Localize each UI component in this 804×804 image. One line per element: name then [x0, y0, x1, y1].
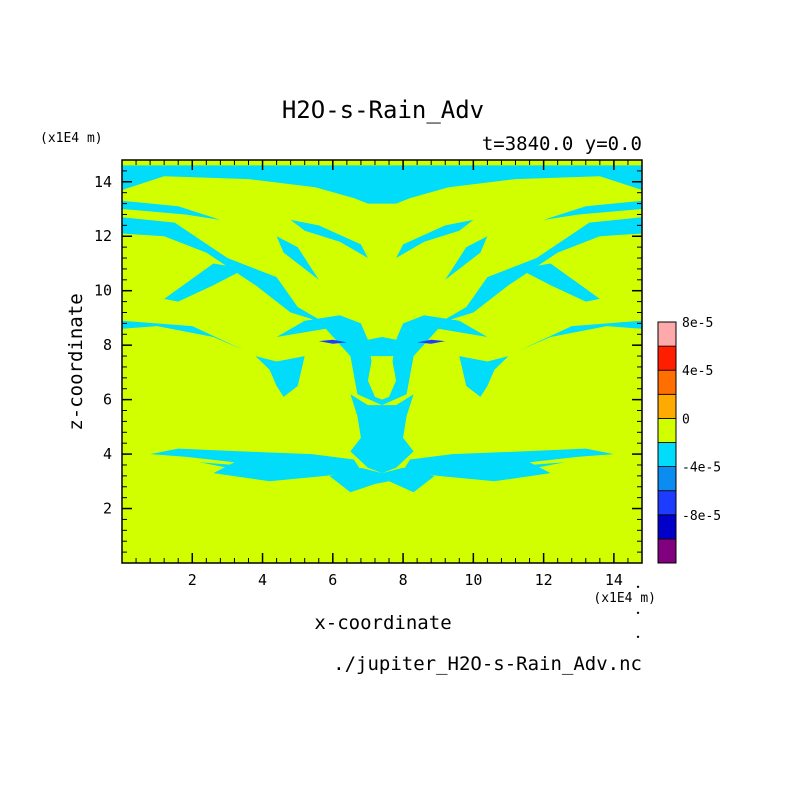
x-tick-label: 12: [535, 571, 553, 589]
negative-region: [339, 337, 425, 357]
negative-region: [480, 462, 565, 471]
y-unit-label: (x1E4 m): [40, 131, 103, 146]
negative-region: [199, 462, 284, 471]
negative-region: [459, 356, 509, 397]
plot-frame: [121, 159, 643, 564]
x-tick-label: 6: [328, 571, 337, 589]
y-tick-label: 12: [94, 227, 112, 245]
negative-region: [396, 219, 474, 258]
colorbar-label: 8e-5: [682, 316, 713, 331]
y-tick-label: 14: [94, 173, 112, 191]
x-axis-title: x-coordinate: [314, 612, 451, 634]
negative-region: [164, 263, 245, 302]
y-tick-label: 10: [94, 282, 112, 300]
y-tick-label: 6: [103, 391, 112, 409]
negative-region: [122, 200, 221, 220]
negative-region: [403, 448, 614, 482]
contour-regions: [122, 165, 642, 493]
axis-ticks: 2 4 6 8 10 12 14 2 4 6 8 10 12 14: [94, 160, 642, 589]
negative-region: [438, 217, 642, 324]
colorbar-swatch: [657, 490, 677, 516]
negative-region: [122, 217, 326, 324]
x-tick-label: 2: [188, 571, 197, 589]
colorbar-swatch: [657, 345, 677, 371]
negative-region: [276, 236, 319, 280]
colorbar-label: 0: [682, 412, 690, 427]
colorbar-swatch: [657, 321, 677, 347]
negative-region: [255, 356, 305, 397]
negative-region: [290, 219, 368, 258]
colorbar-swatch: [657, 417, 677, 443]
colorbar-swatch: [657, 393, 677, 419]
x-tick-label: 14: [605, 571, 623, 589]
y-axis-title: z-coordinate: [65, 293, 87, 430]
x-tick-label: 4: [258, 571, 267, 589]
plot-background: [122, 160, 642, 563]
colorbar-label: -8e-5: [682, 509, 721, 524]
colorbar-swatch: [657, 538, 677, 564]
negative-region: [445, 236, 488, 280]
negative-region: [122, 165, 642, 204]
colorbar-frame: [657, 321, 677, 564]
negative-region: [350, 394, 414, 474]
chart-title: H2O-s-Rain_Adv: [282, 96, 484, 124]
strong-negative-region: [417, 339, 446, 344]
negative-region: [150, 448, 361, 482]
marker-dot: •: [636, 583, 641, 592]
x-tick-label: 10: [464, 571, 482, 589]
y-tick-label: 4: [103, 445, 112, 463]
negative-region: [519, 263, 600, 302]
y-tick-label: 8: [103, 336, 112, 354]
colorbar-label: -4e-5: [682, 461, 721, 476]
colorbar-swatch: [657, 514, 677, 540]
source-file-label: ./jupiter_H2O-s-Rain_Adv.nc: [333, 653, 642, 675]
colorbar: -8e-5 -4e-5 0 4e-5 8e-5 • • •: [636, 316, 722, 642]
strong-negative-region: [318, 339, 347, 344]
colorbar-swatch: [657, 442, 677, 468]
negative-region: [543, 200, 642, 220]
x-unit-label: (x1E4 m): [593, 591, 656, 606]
negative-region: [329, 467, 435, 493]
colorbar-swatch: [657, 466, 677, 492]
colorbar-swatch: [657, 369, 677, 395]
chart-subtitle: t=3840.0 y=0.0: [482, 133, 642, 155]
negative-region: [519, 320, 642, 351]
x-tick-label: 8: [399, 571, 408, 589]
colorbar-label: 4e-5: [682, 364, 713, 379]
marker-dot: •: [636, 609, 641, 618]
negative-region: [122, 320, 245, 351]
marker-dot: •: [636, 633, 641, 642]
y-tick-label: 2: [103, 500, 112, 518]
